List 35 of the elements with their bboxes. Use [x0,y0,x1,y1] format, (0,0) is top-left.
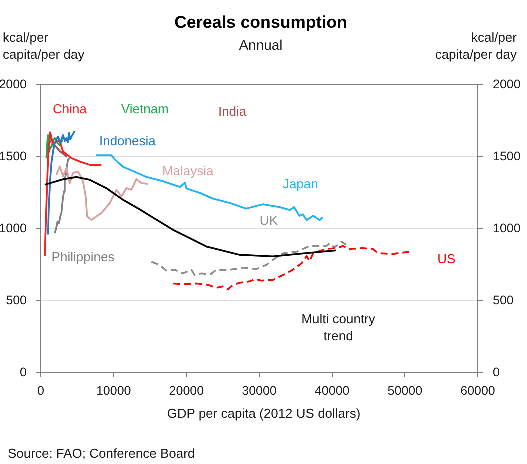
series-label: Malaysia [162,163,215,178]
y2-tick-label: 1500 [493,149,521,164]
series-label: UK [260,213,278,228]
text: US [438,252,456,267]
x-tick-label: 50000 [388,384,423,398]
series-label: Indonesia [99,133,157,148]
chart-title: Cereals consumption [174,13,348,32]
x-tick-label: 40000 [314,384,350,398]
y2-tick-label: 500 [493,293,514,308]
chart-subtitle: Annual [239,37,283,53]
x-tick-label: 30000 [242,384,277,398]
text: Multi country trend [302,311,376,344]
text: India [218,104,248,120]
y2-tick-label: 2000 [493,77,521,92]
y-tick-label: 500 [6,293,28,308]
x-tick-label: 10000 [96,384,132,398]
x-tick-label: 60000 [460,384,496,398]
y-tick-label: 1500 [0,149,28,164]
source-note: Source: FAO; Conference Board [8,446,196,462]
series-label: Philippines [52,249,116,264]
y2-axis-title: kcal/per capita/per day [434,29,517,63]
x-axis-title: GDP per capita (2012 US dollars) [166,406,362,422]
y2-tick-label: 0 [493,365,500,380]
line-series [172,245,410,290]
x-tick-label: 20000 [169,384,204,398]
y-tick-label: 1000 [0,221,28,236]
series-label: Japan [282,176,318,192]
series-label: China [53,102,88,117]
line-series [150,241,348,276]
y-axis-title: kcal/per capita/per day [3,29,86,63]
x-tick-label: 0 [38,384,45,398]
y-tick-label: 2000 [0,77,28,92]
y2-tick-label: 1000 [493,221,521,236]
text: Vietnam [121,102,169,117]
y-tick-label: 0 [20,365,28,380]
